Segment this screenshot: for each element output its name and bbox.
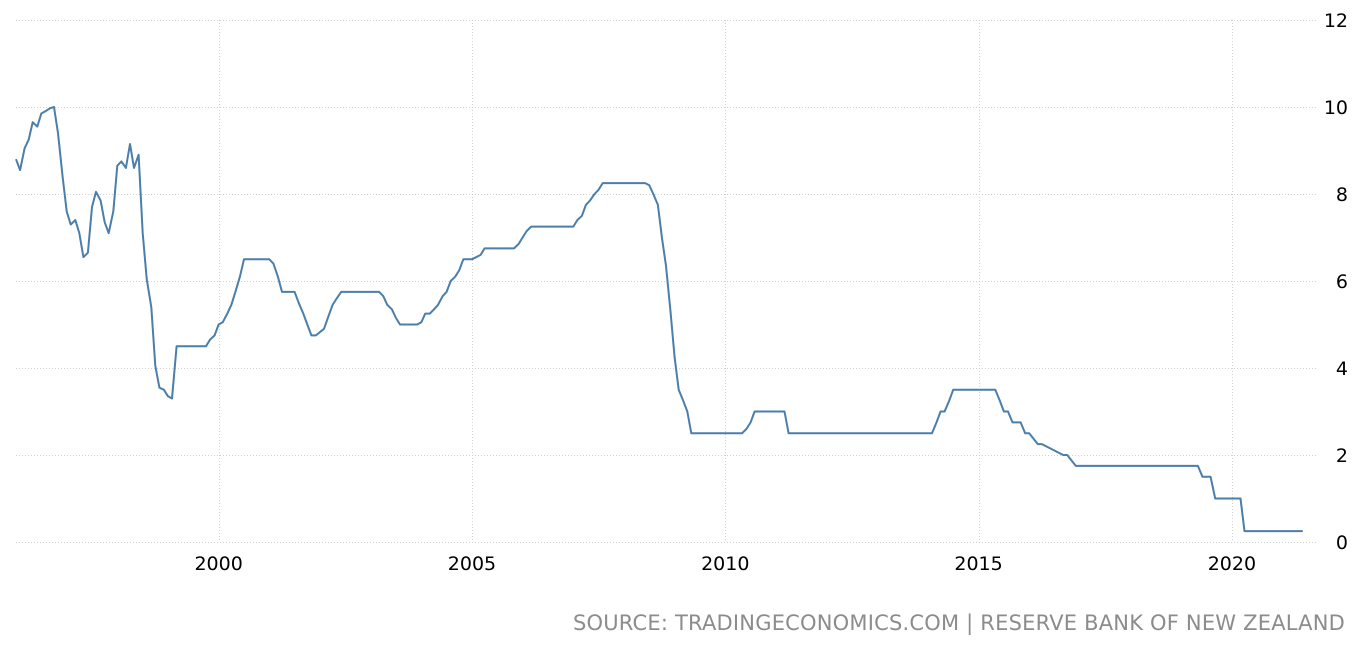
x-tick-label: 2005 [448,553,496,575]
y-tick-label: 6 [1336,271,1348,293]
x-tick-label: 2015 [954,553,1002,575]
y-tick-label: 4 [1336,358,1348,380]
x-axis: 2000 2005 2010 2015 2020 [194,553,1256,575]
x-tick-label: 2010 [701,553,749,575]
y-tick-label: 10 [1324,97,1348,119]
y-axis: 0 2 4 6 8 10 12 [1324,10,1348,554]
y-tick-label: 2 [1336,445,1348,467]
y-tick-label: 12 [1324,10,1348,32]
x-tick-label: 2020 [1208,553,1256,575]
x-tick-label: 2000 [194,553,242,575]
y-tick-label: 8 [1336,184,1348,206]
series-line [15,106,1303,533]
line-chart: 0 2 4 6 8 10 12 2000 2005 2010 2015 2020 [15,10,1348,575]
source-caption: SOURCE: TRADINGECONOMICS.COM | RESERVE B… [572,611,1345,635]
y-tick-label: 0 [1336,532,1348,554]
